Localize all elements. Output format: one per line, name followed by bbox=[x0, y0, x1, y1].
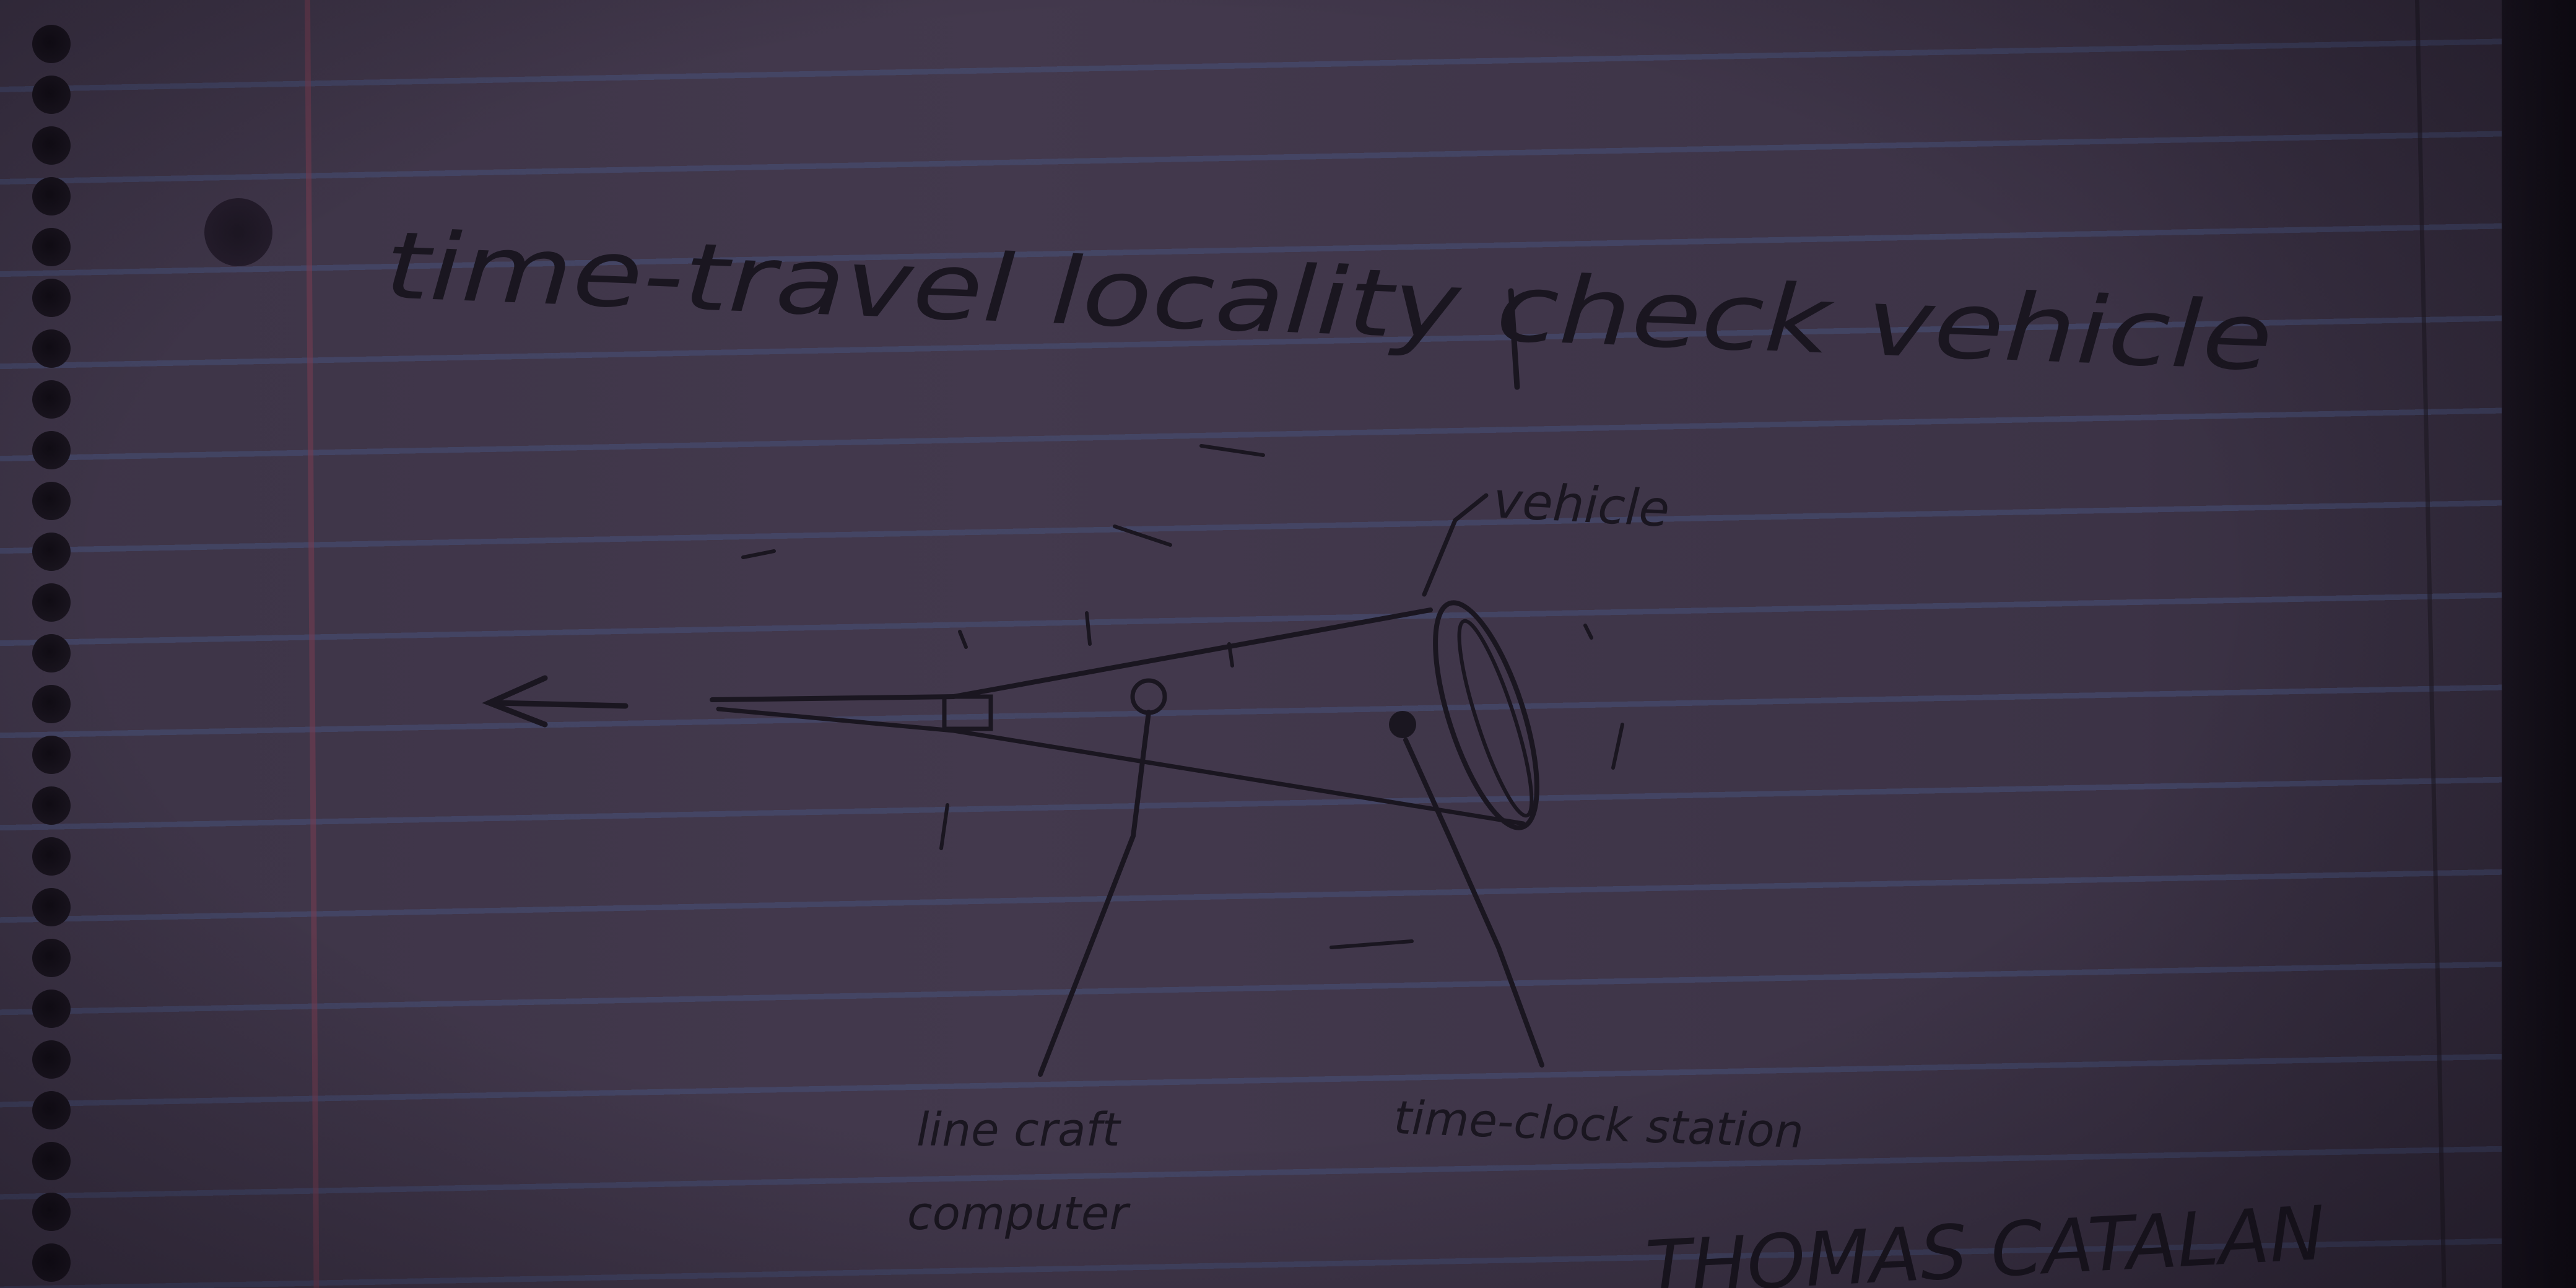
signature: THOMAS CATALAN bbox=[1643, 1191, 2327, 1288]
spiral-hole bbox=[32, 1142, 71, 1180]
vehicle-pointer bbox=[1422, 493, 1489, 597]
handwritten-title: time-travel locality check vehicle bbox=[383, 212, 2274, 392]
spiral-hole bbox=[32, 533, 71, 571]
motion-mark bbox=[741, 549, 776, 559]
title-descender-stroke bbox=[1508, 288, 1520, 390]
arrow-shaft bbox=[492, 700, 629, 709]
spiral-hole bbox=[32, 1243, 71, 1282]
leader-line-right bbox=[1403, 738, 1544, 1068]
spiral-hole bbox=[32, 482, 71, 520]
spiral-binding bbox=[0, 0, 87, 1288]
spiral-hole bbox=[32, 583, 71, 622]
label-vehicle: vehicle bbox=[1492, 471, 1671, 538]
motion-mark bbox=[1329, 939, 1414, 949]
spiral-hole bbox=[32, 329, 71, 368]
punch-hole bbox=[204, 198, 272, 266]
spiral-hole bbox=[32, 1091, 71, 1129]
label-time-clock-station: time-clock station bbox=[1393, 1091, 1804, 1159]
dark-background bbox=[2502, 0, 2576, 1288]
spiral-hole bbox=[32, 939, 71, 977]
vehicle-ring bbox=[1433, 600, 1539, 830]
spiral-hole bbox=[32, 228, 71, 266]
arrow-head bbox=[482, 675, 548, 728]
motion-mark bbox=[1583, 624, 1593, 640]
spiral-hole bbox=[32, 25, 71, 63]
spiral-hole bbox=[32, 736, 71, 774]
motion-mark bbox=[1113, 524, 1172, 547]
spiral-hole bbox=[32, 888, 71, 926]
spiral-hole bbox=[32, 990, 71, 1028]
vehicle-ring-inner bbox=[1457, 619, 1534, 818]
spiral-hole bbox=[32, 380, 71, 419]
label-computer: computer bbox=[907, 1187, 1131, 1240]
label-line-craft: line craft bbox=[916, 1103, 1122, 1157]
spiral-hole bbox=[32, 1193, 71, 1231]
vehicle-drawing bbox=[482, 444, 1624, 1077]
spiral-hole bbox=[32, 1040, 71, 1079]
spiral-hole bbox=[32, 685, 71, 723]
motion-mark bbox=[1085, 611, 1092, 646]
vehicle-circle bbox=[1130, 678, 1167, 715]
leader-line-left bbox=[1038, 710, 1151, 1077]
spiral-hole bbox=[32, 279, 71, 317]
motion-mark bbox=[958, 630, 968, 649]
spiral-hole bbox=[32, 634, 71, 672]
motion-mark bbox=[1199, 444, 1265, 457]
motion-mark bbox=[939, 803, 949, 850]
spiral-hole bbox=[32, 786, 71, 825]
spiral-hole bbox=[32, 76, 71, 114]
spiral-hole bbox=[32, 126, 71, 165]
motion-mark bbox=[1611, 723, 1624, 770]
spiral-hole bbox=[32, 837, 71, 876]
vehicle-top-edge bbox=[710, 607, 1433, 702]
spiral-hole bbox=[32, 431, 71, 469]
spiral-hole bbox=[32, 177, 71, 215]
vehicle-dot bbox=[1389, 711, 1416, 738]
motion-mark bbox=[1227, 642, 1234, 668]
vehicle-box bbox=[942, 694, 993, 731]
